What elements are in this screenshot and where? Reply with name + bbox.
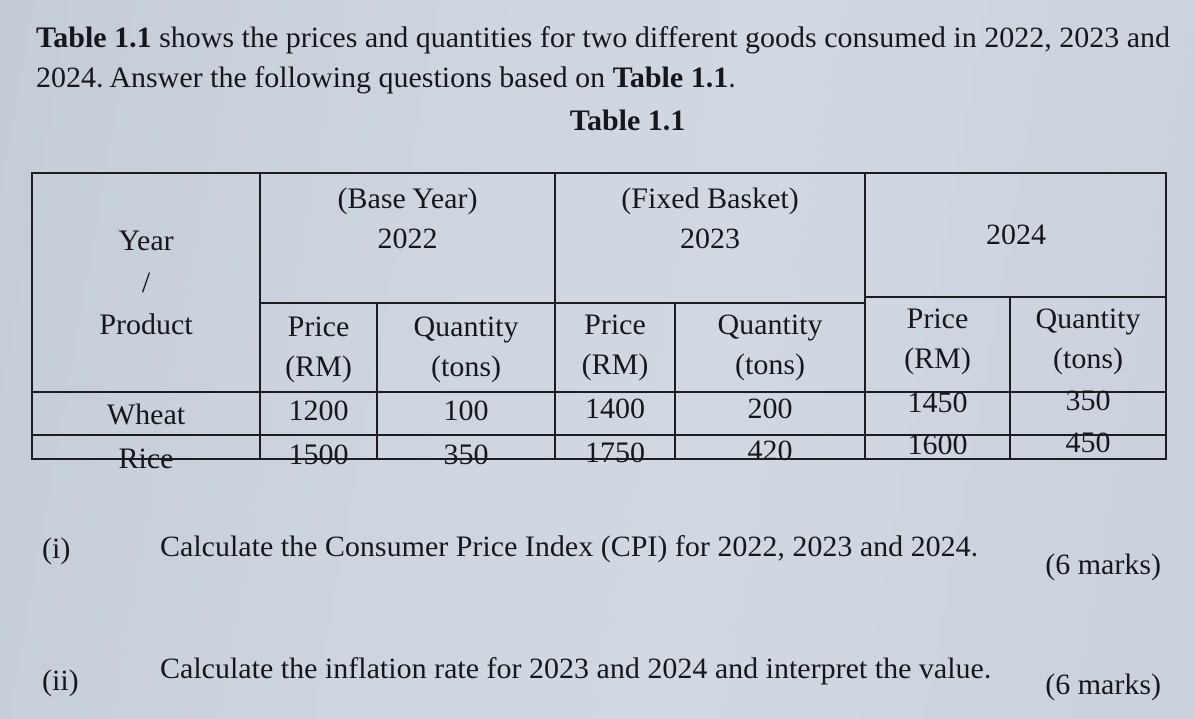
stub-year-label: Year — [118, 224, 174, 257]
question-1-marks: (6 marks) — [1045, 548, 1161, 581]
stub-slash: / — [141, 266, 151, 299]
row-wheat-product: Wheat — [106, 398, 186, 431]
price-unit-2024: (RM) — [904, 342, 971, 375]
quantity-unit-2022: (tons) — [431, 350, 501, 383]
quantity-unit-2023: (tons) — [735, 348, 805, 381]
intro-table-ref-2: Table 1.1 — [612, 61, 729, 94]
year-2023-label: 2023 — [680, 222, 740, 255]
price-unit-2022: (RM) — [285, 350, 352, 383]
intro-text: shows the prices and quantities for two … — [36, 21, 1171, 94]
divider — [864, 174, 866, 458]
row-rice-price-2023: 1750 — [585, 436, 645, 469]
divider — [1009, 298, 1011, 458]
divider — [33, 391, 1165, 393]
year-2024-label: 2024 — [986, 218, 1046, 251]
row-wheat-qty-2024: 350 — [1065, 384, 1111, 417]
row-rice-price-2024: 1600 — [907, 428, 968, 461]
quantity-header-2022: Quantity — [413, 310, 519, 343]
year-2022-label: 2022 — [377, 222, 438, 255]
row-rice-price-2022: 1500 — [288, 438, 349, 471]
row-wheat-qty-2022: 100 — [443, 394, 489, 427]
price-header-2022: Price — [287, 310, 350, 343]
row-rice-qty-2023: 420 — [747, 434, 793, 467]
divider — [259, 174, 261, 458]
question-2-marks: (6 marks) — [1045, 668, 1161, 701]
year-2023-note: (Fixed Basket) — [621, 182, 799, 215]
divider — [864, 296, 1165, 298]
question-2-number: (ii) — [42, 664, 79, 697]
divider — [674, 304, 676, 458]
quantity-header-2024: Quantity — [1035, 302, 1141, 335]
row-wheat-qty-2023: 200 — [747, 392, 793, 425]
divider — [376, 304, 378, 458]
price-unit-2023: (RM) — [581, 348, 649, 381]
question-2-text: Calculate the inflation rate for 2023 an… — [160, 652, 992, 685]
year-2022-note: (Base Year) — [337, 182, 478, 215]
stub-product-label: Product — [99, 308, 193, 341]
row-wheat-price-2022: 1200 — [288, 394, 349, 427]
row-rice-qty-2022: 350 — [443, 438, 489, 471]
intro-paragraph: Table 1.1 shows the prices and quantitie… — [36, 18, 1176, 98]
table-title: Table 1.1 — [569, 104, 686, 137]
intro-end: . — [728, 61, 736, 94]
row-rice-product: Rice — [118, 442, 174, 475]
row-rice-qty-2024: 450 — [1065, 426, 1111, 459]
price-header-2023: Price — [584, 308, 646, 341]
price-header-2024: Price — [906, 302, 969, 335]
question-1-number: (i) — [42, 532, 71, 565]
divider — [33, 434, 1165, 436]
quantity-header-2023: Quantity — [717, 308, 823, 341]
divider — [554, 304, 556, 458]
quantity-unit-2024: (tons) — [1053, 342, 1123, 375]
row-wheat-price-2023: 1400 — [585, 392, 645, 425]
divider — [554, 174, 556, 304]
intro-table-ref-1: Table 1.1 — [36, 21, 152, 54]
divider — [259, 302, 865, 304]
question-1-text: Calculate the Consumer Price Index (CPI)… — [160, 530, 979, 563]
data-table: Year / Product (Base Year) 2022 (Fixed B… — [31, 172, 1167, 475]
row-wheat-price-2024: 1450 — [907, 386, 968, 419]
